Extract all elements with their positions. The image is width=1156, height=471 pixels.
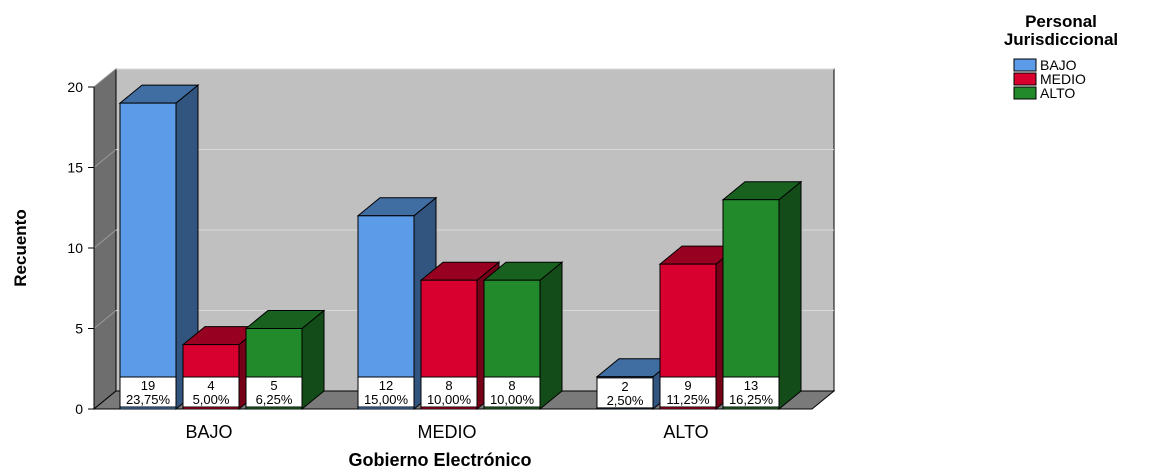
x-tick-label: ALTO: [663, 422, 708, 442]
data-label-box: [357, 376, 415, 408]
data-label-box: [182, 376, 240, 408]
x-axis-title: Gobierno Electrónico: [348, 450, 531, 470]
y-tick-label: 0: [75, 401, 83, 417]
data-label-percent: 6,25%: [256, 392, 293, 407]
legend-entry: MEDIO: [1040, 71, 1086, 87]
bar-side: [778, 180, 802, 411]
data-label-box: [245, 376, 303, 408]
data-label-count: 2: [621, 379, 628, 394]
data-label-box: [483, 376, 541, 408]
data-label-box: [659, 376, 717, 408]
data-label-percent: 23,75%: [126, 392, 171, 407]
data-label-percent: 11,25%: [666, 392, 710, 407]
y-tick-label: 15: [67, 160, 83, 176]
legend-entry: ALTO: [1040, 85, 1075, 101]
bar: [119, 102, 177, 410]
data-label-percent: 10,00%: [490, 392, 535, 407]
y-tick-label: 5: [75, 321, 83, 337]
data-label-box: [420, 376, 478, 408]
legend-title: Personal: [1025, 12, 1097, 31]
data-label-count: 5: [270, 378, 277, 393]
data-label-percent: 2,50%: [607, 393, 644, 408]
data-label-count: 19: [141, 378, 155, 393]
gridline-side: [93, 229, 117, 249]
data-label-count: 8: [445, 378, 452, 393]
data-label-box: [119, 376, 177, 408]
data-label-percent: 16,25%: [729, 392, 774, 407]
data-label-count: 12: [379, 378, 393, 393]
legend-swatch: [1013, 72, 1037, 86]
y-tick-label: 20: [67, 79, 83, 95]
legend-entry: BAJO: [1040, 57, 1077, 73]
data-label-box: [596, 377, 654, 409]
gridline-side: [93, 310, 117, 329]
bar-side: [539, 261, 563, 411]
legend-swatch: [1013, 86, 1037, 100]
data-label-percent: 15,00%: [364, 392, 409, 407]
legend-title: Jurisdiccional: [1004, 30, 1118, 49]
data-label-count: 4: [207, 378, 214, 393]
bar: [722, 199, 780, 410]
x-tick-label: MEDIO: [417, 422, 476, 442]
data-label-percent: 5,00%: [193, 392, 230, 407]
data-label-count: 13: [744, 378, 758, 393]
legend-swatch: [1013, 58, 1037, 72]
data-label-count: 8: [508, 378, 515, 393]
x-tick-label: BAJO: [185, 422, 232, 442]
gridline-side: [93, 68, 117, 88]
data-label-box: [722, 376, 780, 408]
data-label-count: 9: [684, 378, 691, 393]
y-axis-title: Recuento: [11, 209, 30, 286]
data-label-percent: 10,00%: [427, 392, 472, 407]
y-tick-label: 10: [67, 240, 83, 256]
gridline-side: [93, 149, 117, 168]
